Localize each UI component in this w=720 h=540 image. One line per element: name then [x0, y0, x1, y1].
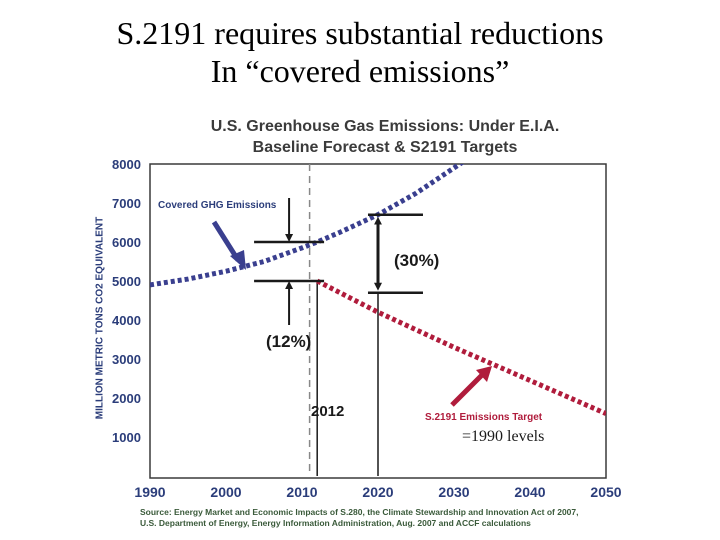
covered-callout-arrow-shaft	[211, 220, 241, 262]
covered-callout-arrowhead	[230, 250, 246, 270]
y-tick-label: 4000	[112, 313, 141, 328]
y-tick-label: 8000	[112, 157, 141, 172]
level-note: =1990 levels	[462, 428, 544, 445]
chart-title: U.S. Greenhouse Gas Emissions: Under E.I…	[150, 116, 620, 158]
y-tick-label: 5000	[112, 274, 141, 289]
x-tick-label: 1990	[134, 484, 165, 500]
x-tick-label: 2050	[590, 484, 621, 500]
x-tick-label: 2010	[286, 484, 317, 500]
chart-marks: 1000 2000 3000 4000 5000 6000 7000 8000 1990 2000…	[112, 157, 622, 500]
year-2012-label: 2012	[311, 403, 344, 420]
y-tick-label: 2000	[112, 391, 141, 406]
series-covered-emissions	[150, 164, 465, 288]
source-line1: Source: Energy Market and Economic Impac…	[140, 507, 579, 517]
pct-12-label: (12%)	[266, 332, 311, 351]
series-target-emissions	[316, 278, 606, 416]
y-tick-label: 1000	[112, 430, 141, 445]
y-tick-label: 7000	[112, 196, 141, 211]
source-line2: U.S. Department of Energy, Energy Inform…	[140, 518, 531, 528]
x-tick-label: 2040	[514, 484, 545, 500]
x-tick-label: 2020	[362, 484, 393, 500]
slide-title-line1: S.2191 requires substantial reductions	[116, 15, 604, 51]
x-tick-label: 2000	[210, 484, 241, 500]
chart-title-line1: U.S. Greenhouse Gas Emissions: Under E.I…	[210, 118, 560, 135]
y-tick-label: 3000	[112, 352, 141, 367]
target-emissions-label: S.2191 Emissions Target	[425, 412, 543, 423]
slide-title: S.2191 requires substantial reductions I…	[0, 14, 720, 90]
source-note: Source: Energy Market and Economic Impac…	[140, 507, 700, 529]
plot-frame	[149, 163, 607, 479]
pct-30-label: (30%)	[394, 251, 439, 270]
target-callout-arrow-shaft	[450, 372, 485, 407]
target-callout-arrowhead	[476, 366, 492, 382]
chart-title-line2: Baseline Forecast & S2191 Targets	[252, 139, 518, 156]
slide-title-line2: In “covered emissions”	[210, 53, 510, 89]
y-tick-label: 6000	[112, 235, 141, 250]
covered-emissions-label: Covered GHG Emissions	[158, 200, 277, 211]
x-tick-label: 2030	[438, 484, 469, 500]
